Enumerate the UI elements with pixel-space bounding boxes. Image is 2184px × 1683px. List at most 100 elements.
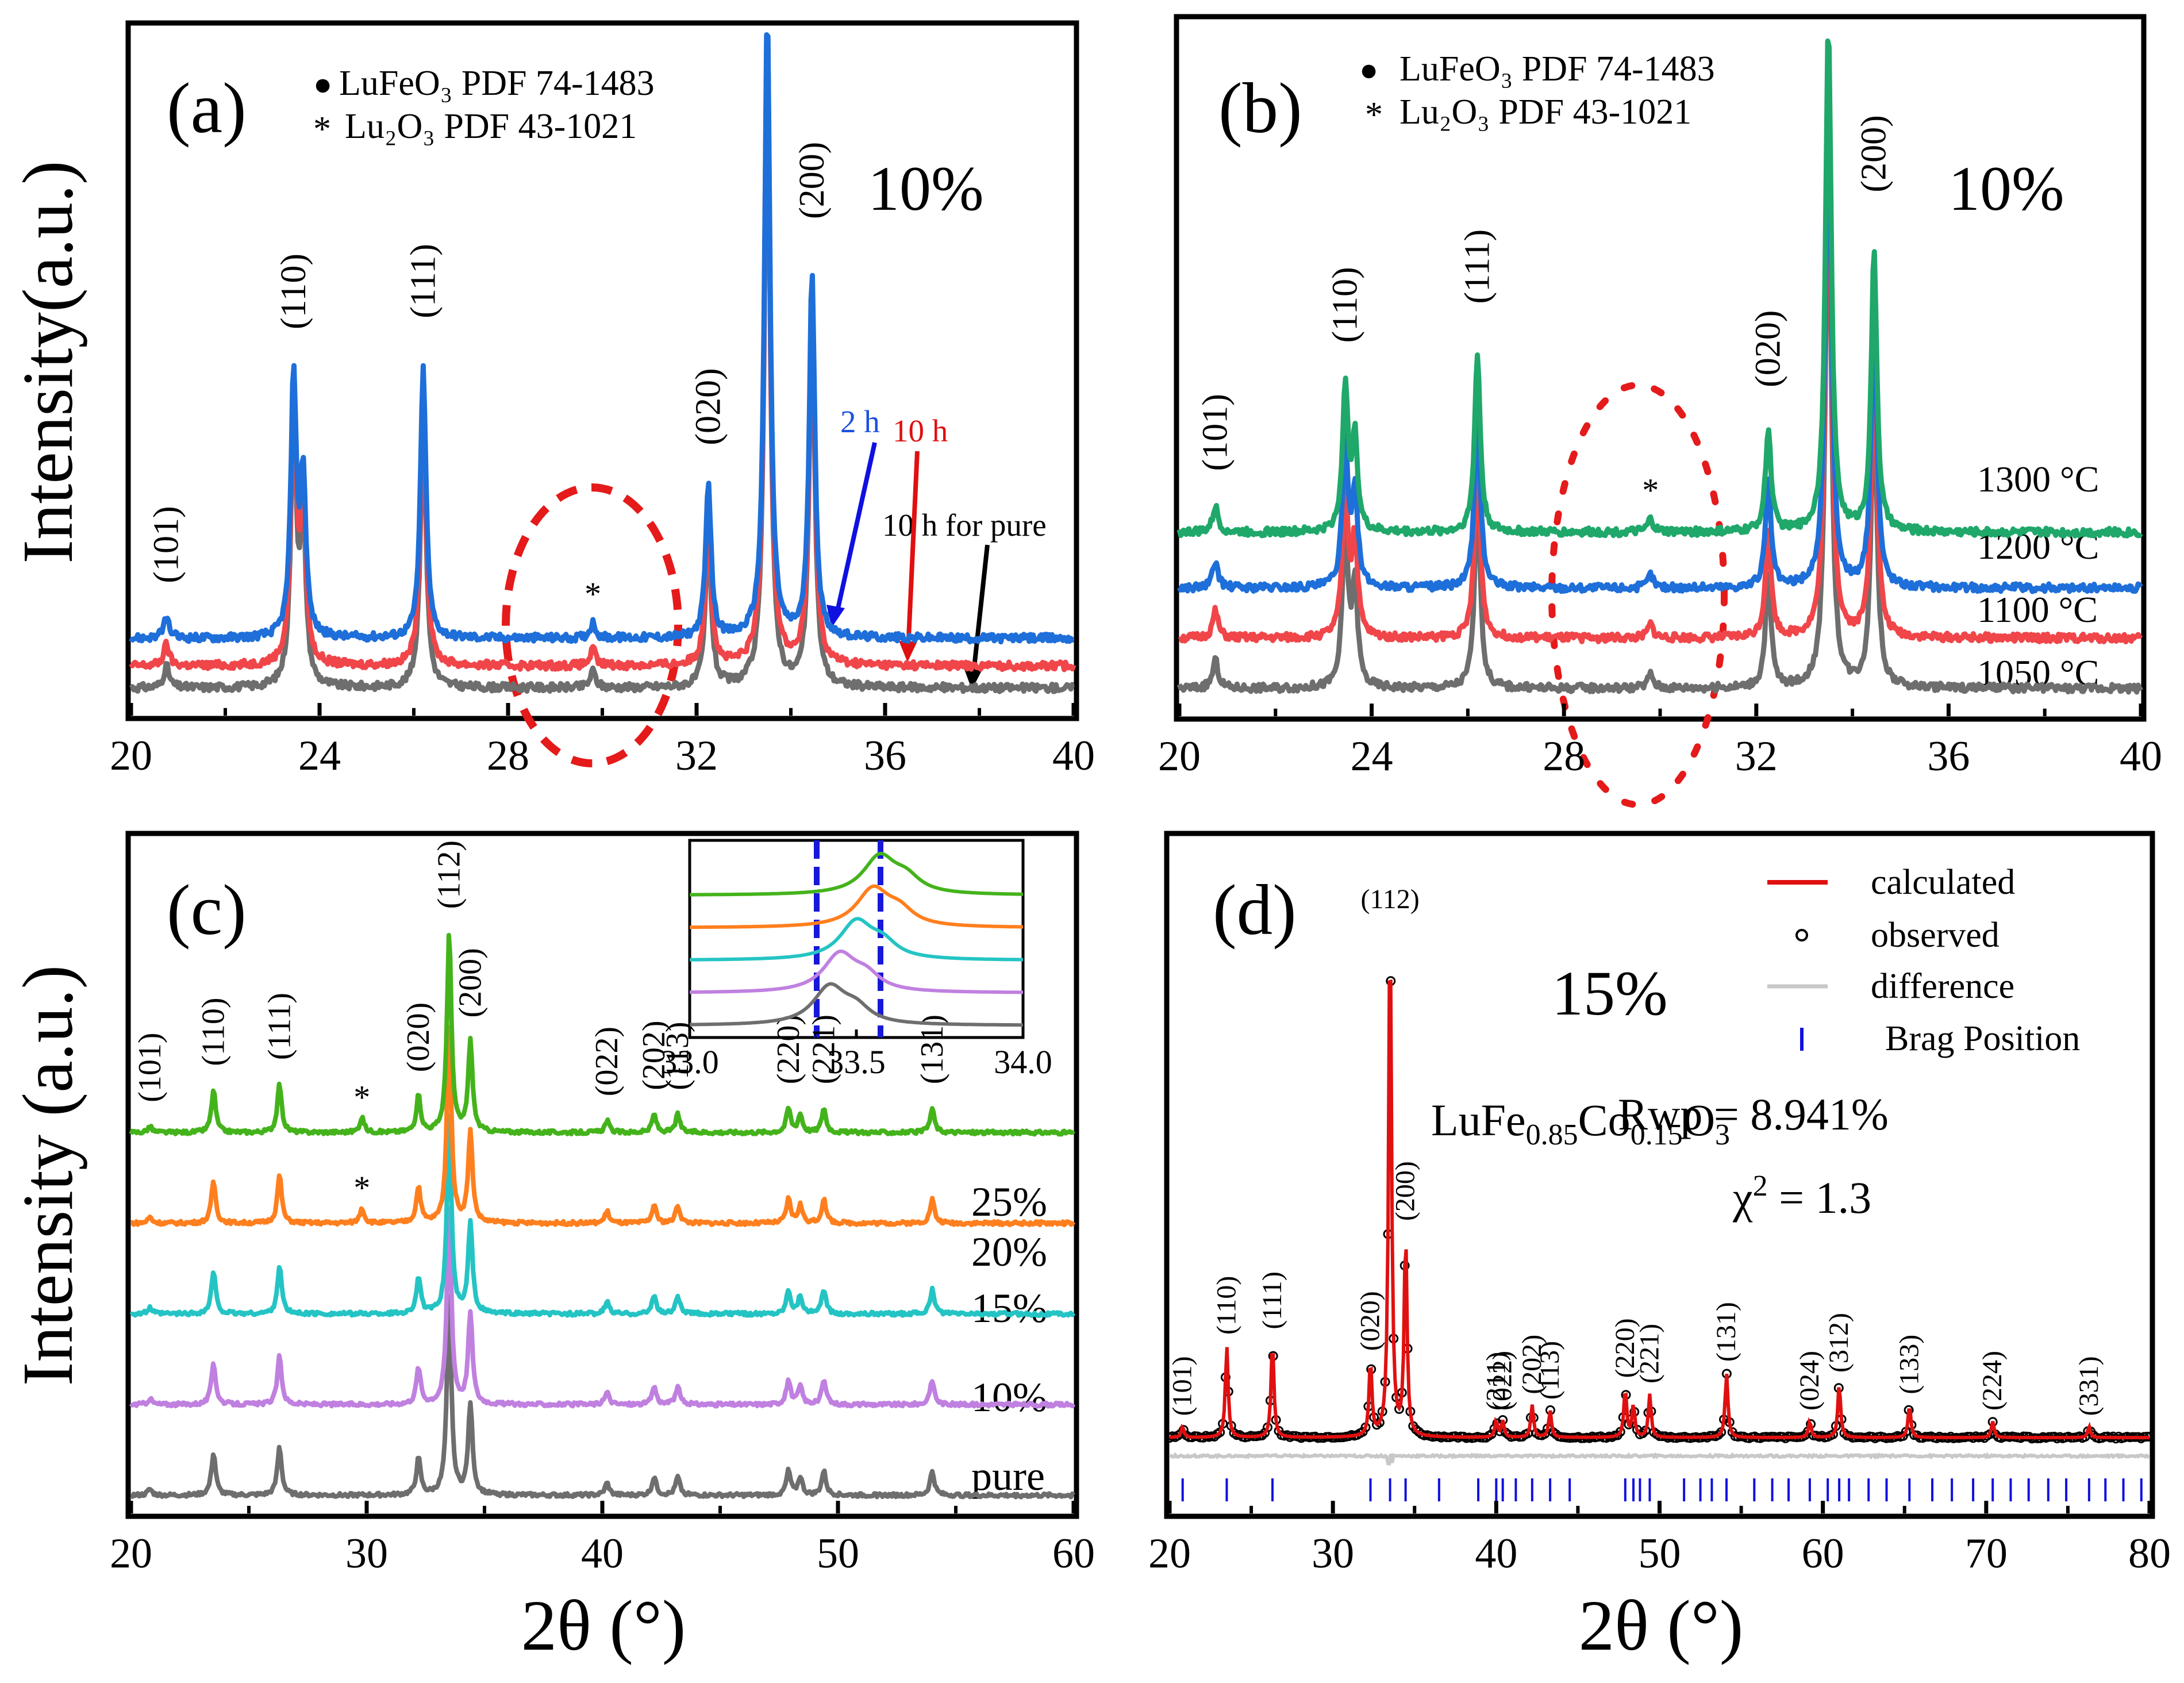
- legend-d-observed-marker: [1795, 929, 1808, 942]
- x-axis-label-c: 2θ (°): [521, 1586, 686, 1666]
- series-b-2: [1177, 78, 2143, 594]
- series-label-b-1100: 1100 °C: [1977, 589, 2098, 630]
- peak-label-a-7: (200): [793, 142, 832, 219]
- peak-label-c-4: (020): [401, 1002, 436, 1072]
- x-tick-label-b-1: 24: [1351, 733, 1393, 780]
- impurity-highlight-a: [502, 483, 682, 767]
- peak-label-a-3: (111): [403, 244, 443, 318]
- legend-b-lu2o3: Lu₂O₃ PDF 43-1021: [1399, 93, 1691, 132]
- legend-a-lu2o3: Lu₂O₃ PDF 43-1021: [345, 107, 637, 146]
- peak-label-d-0: (101): [1167, 1356, 1198, 1416]
- peak-label-d-17: (224): [1977, 1351, 2008, 1411]
- peak-label-d-9: (113): [1535, 1341, 1565, 1400]
- peak-label-d-13: (131): [1711, 1302, 1741, 1362]
- arrowhead-a-pure: [964, 668, 982, 690]
- impurity-star-c-0: *: [353, 1078, 370, 1116]
- x-tick-label-d-5: 70: [1965, 1530, 2008, 1577]
- panel-b-frame: [1174, 14, 2147, 722]
- peak-label-a-5: (020): [689, 368, 728, 445]
- x-tick-label-a-0: 20: [110, 732, 152, 779]
- peak-label-c-10: (220): [771, 1015, 806, 1084]
- peak-label-b-5: (020): [1749, 310, 1788, 387]
- series-a-2: [129, 32, 1075, 645]
- legend-a-lufeo3: LuFeO₃ PDF 74-1483: [339, 64, 655, 103]
- x-tick-label-b-0: 20: [1158, 733, 1201, 780]
- x-tick-label-d-6: 80: [2128, 1530, 2171, 1577]
- difference-line: [1168, 1452, 2151, 1466]
- x-tick-label-c-3: 50: [817, 1530, 859, 1577]
- calculated-line: [1169, 979, 2150, 1439]
- rwp-d: Rwp = 8.941%: [1618, 1089, 1889, 1139]
- peak-label-d-4: (112): [1361, 884, 1420, 914]
- peak-label-a-1: (110): [274, 253, 313, 329]
- peak-label-c-5: (112): [432, 840, 467, 909]
- annotation-a-2h: 2 h: [840, 404, 880, 439]
- series-label-c-10: 10%: [971, 1374, 1047, 1420]
- x-tick-label-d-1: 30: [1312, 1530, 1354, 1577]
- inset-series-1: [690, 949, 1023, 994]
- series-c-1: [129, 1205, 1076, 1409]
- legend-d-bragg: Brag Position: [1885, 1019, 2080, 1058]
- peak-label-d-2: (111): [1257, 1271, 1287, 1329]
- panel-label-a: (a): [167, 69, 247, 148]
- peak-label-c-7: (022): [589, 1027, 625, 1096]
- legend-b-lufeo3: LuFeO₃ PDF 74-1483: [1399, 49, 1715, 89]
- x-tick-label-d-2: 40: [1475, 1530, 1517, 1577]
- inset-tick-label-1: 33.5: [827, 1043, 886, 1081]
- peak-label-d-1: (110): [1211, 1276, 1241, 1335]
- inset-series-0: [689, 982, 1023, 1027]
- panel-label-d: (d): [1213, 871, 1297, 950]
- legend-b-lufeo3-marker: ●: [1359, 52, 1378, 87]
- chi2-d: χ2 = 1.3: [1732, 1170, 1871, 1223]
- x-tick-label-a-2: 28: [487, 732, 529, 779]
- peak-label-d-5: (200): [1390, 1161, 1421, 1221]
- peak-label-c-2: (111): [262, 993, 297, 1060]
- arrow-a-2h: [834, 442, 877, 617]
- series-label-c-25: 25%: [971, 1179, 1047, 1225]
- x-tick-label-d-0: 20: [1148, 1530, 1191, 1577]
- series-c-0: [130, 1294, 1075, 1500]
- peak-label-c-13: (131): [914, 1015, 950, 1084]
- plot-layer: (101) (110) (111) * (020) (200) 20 24 28 32 36 40 (1…: [110, 32, 2171, 1577]
- x-tick-label-a-1: 24: [298, 732, 341, 779]
- observed-point: [1486, 1429, 1497, 1439]
- x-tick-label-d-4: 60: [1802, 1530, 1844, 1577]
- x-tick-label-b-5: 40: [2120, 733, 2162, 780]
- peak-label-c-0: (101): [132, 1032, 168, 1102]
- series-label-c-20: 20%: [971, 1229, 1047, 1275]
- peak-label-d-15: (312): [1824, 1313, 1854, 1373]
- concentration-a: 10%: [868, 153, 984, 224]
- series-label-c-15: 15%: [971, 1285, 1047, 1331]
- legend-b-lu2o3-marker: *: [1365, 95, 1383, 135]
- x-tick-label-c-0: 20: [110, 1530, 152, 1577]
- series-label-b-1300: 1300 °C: [1977, 459, 2099, 499]
- peak-label-c-8: (202): [636, 1020, 672, 1090]
- legend-a-lufeo3-marker: ●: [313, 67, 332, 102]
- peak-label-d-6: (211): [1481, 1352, 1511, 1411]
- peak-label-c-6: (200): [452, 948, 488, 1017]
- inset-tick-label-2: 34.0: [994, 1043, 1052, 1081]
- formula-d: LuFe0.85Co0.15O3: [1431, 1095, 1730, 1151]
- arrow-a-pure: [971, 544, 990, 679]
- peak-label-c-1: (110): [196, 997, 232, 1066]
- peak-label-d-8: (202): [1517, 1335, 1547, 1394]
- peak-label-d-3: (020): [1355, 1291, 1386, 1351]
- peak-label-d-18: (331): [2074, 1356, 2104, 1416]
- inset-c-frame: [688, 839, 1025, 1039]
- y-axis-label-top: Intensity(a.u.): [9, 160, 88, 563]
- impurity-highlight-b: [1548, 382, 1728, 808]
- peak-label-b-4: *: [1642, 472, 1659, 509]
- peak-label-b-3: (111): [1458, 229, 1497, 304]
- impurity-star-c-1: *: [353, 1169, 370, 1206]
- series-c-4: [129, 932, 1076, 1137]
- panel-label-b: (b): [1218, 69, 1302, 148]
- inset-tick-label-0: 33.0: [660, 1043, 719, 1081]
- legend-d-calculated: calculated: [1871, 863, 2015, 902]
- series-b-1: [1178, 111, 2143, 644]
- legend-d-difference: difference: [1871, 967, 2014, 1006]
- x-axis-label-d: 2θ (°): [1579, 1586, 1744, 1666]
- annotation-a-10h: 10 h: [893, 413, 948, 448]
- y-axis-label-bottom: Intensity (a.u.): [9, 965, 88, 1386]
- inset-series-2: [690, 917, 1023, 962]
